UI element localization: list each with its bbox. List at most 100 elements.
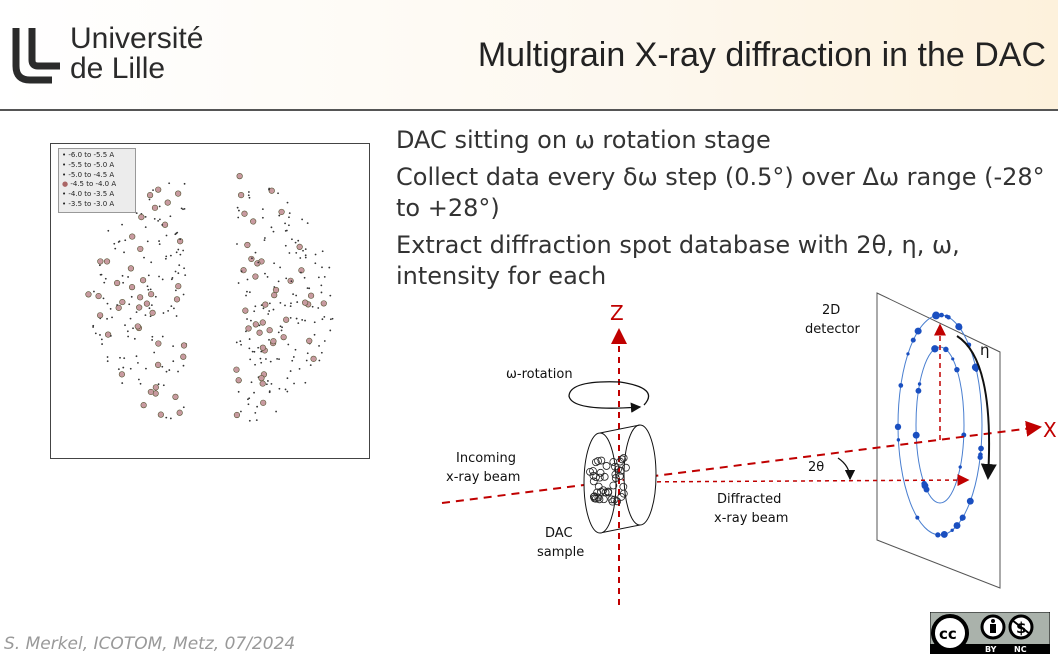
scatter-point — [127, 335, 130, 338]
scatter-point — [275, 410, 278, 413]
scatter-point — [295, 317, 298, 320]
scatter-point — [237, 390, 240, 393]
scatter-point — [115, 304, 122, 311]
scatter-point — [276, 357, 279, 360]
scatter-point — [133, 337, 136, 340]
scatter-point — [237, 216, 240, 219]
scatter-point — [251, 257, 253, 260]
scatter-point — [149, 315, 152, 318]
scatter-point — [169, 254, 172, 257]
cc-license-badge: cc $ BY NC — [930, 612, 1050, 654]
scatter-point — [119, 356, 121, 359]
diffraction-spot — [931, 345, 939, 353]
scatter-point — [253, 310, 256, 313]
scatter-point — [237, 282, 240, 284]
scatter-point — [148, 291, 155, 298]
grain — [589, 477, 598, 486]
scatter-point — [144, 314, 147, 316]
scatter-point — [269, 360, 272, 363]
scatter-point — [297, 322, 300, 325]
scatter-point — [85, 291, 92, 298]
scatter-point — [130, 295, 133, 298]
scatter-point — [148, 307, 151, 310]
scatter-point — [149, 309, 156, 316]
scatter-point — [317, 276, 320, 279]
diffraction-spot — [914, 327, 922, 335]
scatter-point — [258, 324, 261, 327]
scatter-point — [291, 359, 294, 362]
scatter-point — [286, 377, 289, 380]
scatter-point — [255, 419, 258, 422]
scatter-point — [314, 253, 317, 256]
scatter-point — [240, 270, 243, 273]
grain — [597, 456, 606, 465]
scatter-point — [247, 403, 250, 406]
scatter-point — [136, 304, 143, 311]
scatter-point — [175, 315, 178, 317]
scatter-point — [280, 334, 287, 341]
scatter-point — [182, 406, 185, 409]
scatter-point — [284, 244, 287, 247]
scatter-point — [177, 248, 180, 251]
scatter-point — [168, 369, 171, 371]
diffraction-spot — [894, 423, 902, 431]
scatter-point — [291, 238, 293, 241]
scatter-point — [139, 382, 142, 385]
scatter-point — [248, 196, 251, 199]
scatter-point — [270, 338, 277, 345]
scatter-point — [290, 280, 293, 283]
scatter-point — [288, 216, 290, 219]
legend-entry: • -3.5 to -3.0 A — [62, 199, 115, 208]
legend-entry: • -5.5 to -5.0 A — [62, 160, 115, 169]
scatter-point — [245, 325, 252, 332]
diffracted-label: Diffracted — [717, 492, 781, 507]
diffraction-spot — [915, 387, 922, 394]
diffraction-spot — [921, 480, 928, 487]
two-theta-label: 2θ — [808, 460, 824, 475]
diffraction-spot — [910, 337, 916, 343]
diffraction-spot — [978, 445, 984, 452]
grain — [619, 482, 628, 491]
scatter-point — [103, 258, 111, 265]
grain — [596, 468, 605, 477]
scatter-point — [122, 366, 125, 369]
scatter-point — [165, 234, 168, 237]
bullet-list: DAC sitting on ω rotation stage Collect … — [396, 125, 1056, 298]
scatter-point — [177, 370, 179, 373]
scatter-point — [137, 245, 144, 253]
grain — [604, 487, 613, 496]
scatter-point — [311, 305, 314, 308]
scatter-point — [174, 289, 177, 292]
scatter-point — [296, 301, 299, 303]
scatter-point — [250, 319, 252, 322]
scatter-point — [313, 333, 316, 336]
scatter-point — [107, 229, 110, 232]
scatter-point — [240, 343, 242, 346]
grain — [594, 457, 602, 465]
grain — [586, 467, 594, 476]
scatter-point — [175, 251, 178, 254]
scatter-point — [289, 370, 292, 372]
scatter-point — [161, 278, 164, 281]
grain — [593, 488, 602, 497]
scatter-point — [161, 224, 164, 226]
scatter-point — [150, 261, 153, 264]
scatter-point — [245, 330, 247, 333]
scatter-point — [148, 198, 151, 201]
scatter-point — [266, 327, 273, 334]
scatter-point — [123, 357, 126, 360]
scatter-point — [268, 187, 275, 194]
scatter-point — [167, 309, 170, 312]
scatter-point — [306, 287, 309, 290]
scatter-point — [176, 231, 179, 234]
scatter-point — [307, 292, 315, 299]
scatter-point — [248, 338, 251, 340]
scatter-point — [168, 182, 171, 185]
cc-icon — [931, 614, 969, 652]
scatter-point — [147, 274, 150, 277]
university-logo — [12, 28, 60, 84]
scatter-point — [253, 391, 255, 394]
scatter-point — [175, 283, 182, 290]
scatter-point — [248, 291, 251, 294]
scatter-point — [137, 294, 144, 301]
